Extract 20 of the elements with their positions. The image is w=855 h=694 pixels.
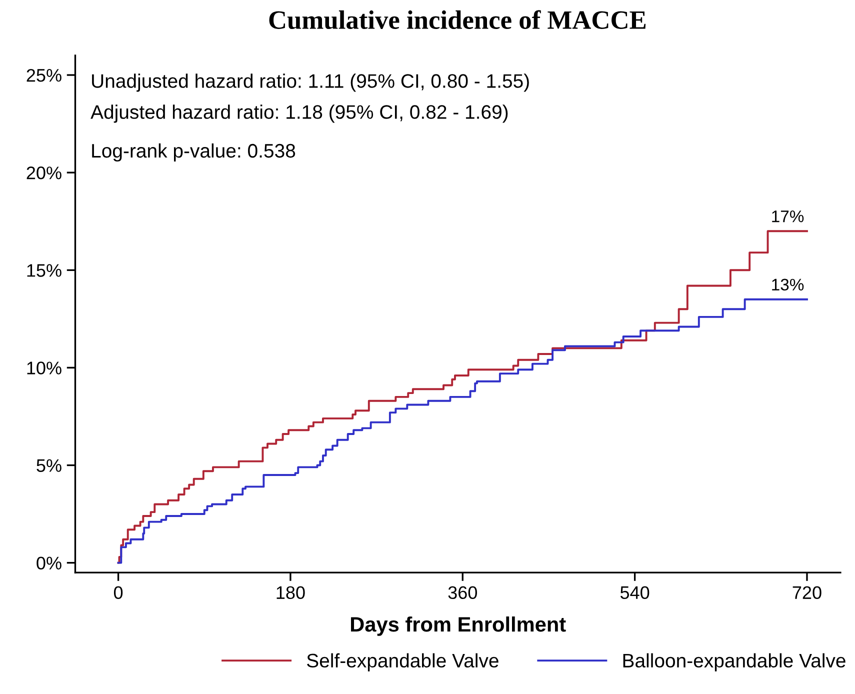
annotation: 17% [772, 210, 804, 222]
x-tick-label: 360 [448, 586, 477, 600]
y-tick-label: 0% [36, 556, 62, 570]
annotation: Adjusted hazard ratio: 1.18 (95% CI, 0.82 - 1.69) [90, 104, 508, 123]
x-tick-label: 540 [620, 586, 650, 600]
y-tick-label: 15% [27, 264, 62, 277]
legend-label: Balloon-expandable Valve [623, 653, 846, 672]
x-tick-label: 180 [276, 586, 305, 600]
y-tick-label: 20% [26, 166, 62, 180]
x-tick-label: 720 [792, 586, 822, 600]
legend-label: Self-expandable Valve [307, 653, 498, 672]
y-tick-label: 10% [27, 362, 62, 374]
x-tick-label: 0 [114, 586, 123, 600]
annotation: Log-rank p-value: 0.538 [92, 143, 296, 162]
annotation: 13% [772, 278, 804, 291]
annotation: Unadjusted hazard ratio: 1.11 (95% CI, 0.80 - 1.55) [92, 74, 529, 92]
y-tick-label: 5% [36, 459, 62, 472]
chart-title: Cumulative incidence of MACCE [269, 10, 646, 30]
x-axis-title: Days from Enrollment [351, 616, 566, 636]
y-tick-label: 25% [26, 68, 62, 82]
